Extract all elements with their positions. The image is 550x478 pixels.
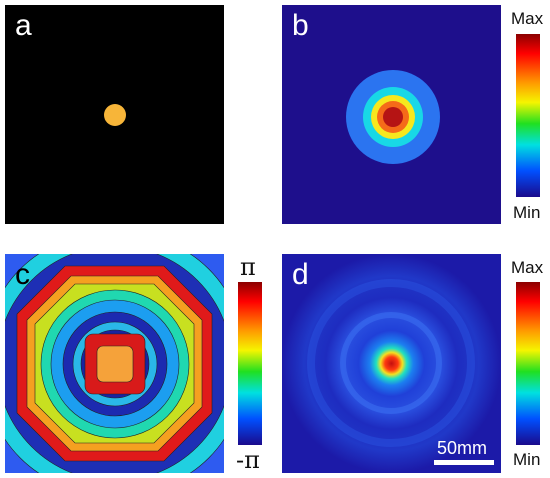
intensity-field: [282, 254, 501, 473]
colorbar-c: [238, 282, 262, 445]
panel-c: c: [5, 254, 224, 473]
colorbar-b: [516, 34, 540, 197]
panel-label-d: d: [292, 258, 309, 291]
panel-b: b: [282, 5, 501, 224]
colorbar-c-max: π: [240, 253, 256, 281]
colorbar-c-min: -π: [236, 446, 260, 474]
scale-bar: [434, 460, 494, 465]
focal-spot: [104, 104, 126, 126]
panel-a-image: [104, 104, 126, 126]
panel-b-image: [346, 70, 440, 164]
diffraction-ring-outer: [307, 279, 475, 447]
colorbar-d-min: Min: [513, 450, 541, 469]
panel-a: a: [5, 5, 224, 224]
panel-d: d 50mm: [282, 254, 501, 473]
panel-label-c: c: [15, 258, 30, 291]
colorbar-d: [516, 282, 540, 445]
colorbar-b-min: Min: [513, 203, 541, 222]
panel-c-image: [5, 254, 224, 473]
scale-bar-label: 50mm: [437, 438, 488, 458]
panel-d-image: [282, 254, 501, 473]
center-red: [383, 107, 403, 127]
colorbar-d-max: Max: [511, 258, 544, 277]
colorbar-b-max: Max: [511, 9, 544, 28]
diffraction-ring: [340, 312, 442, 414]
panel-label-b: b: [292, 9, 309, 42]
panel-label-a: a: [15, 9, 32, 42]
phase-center: [96, 345, 134, 383]
